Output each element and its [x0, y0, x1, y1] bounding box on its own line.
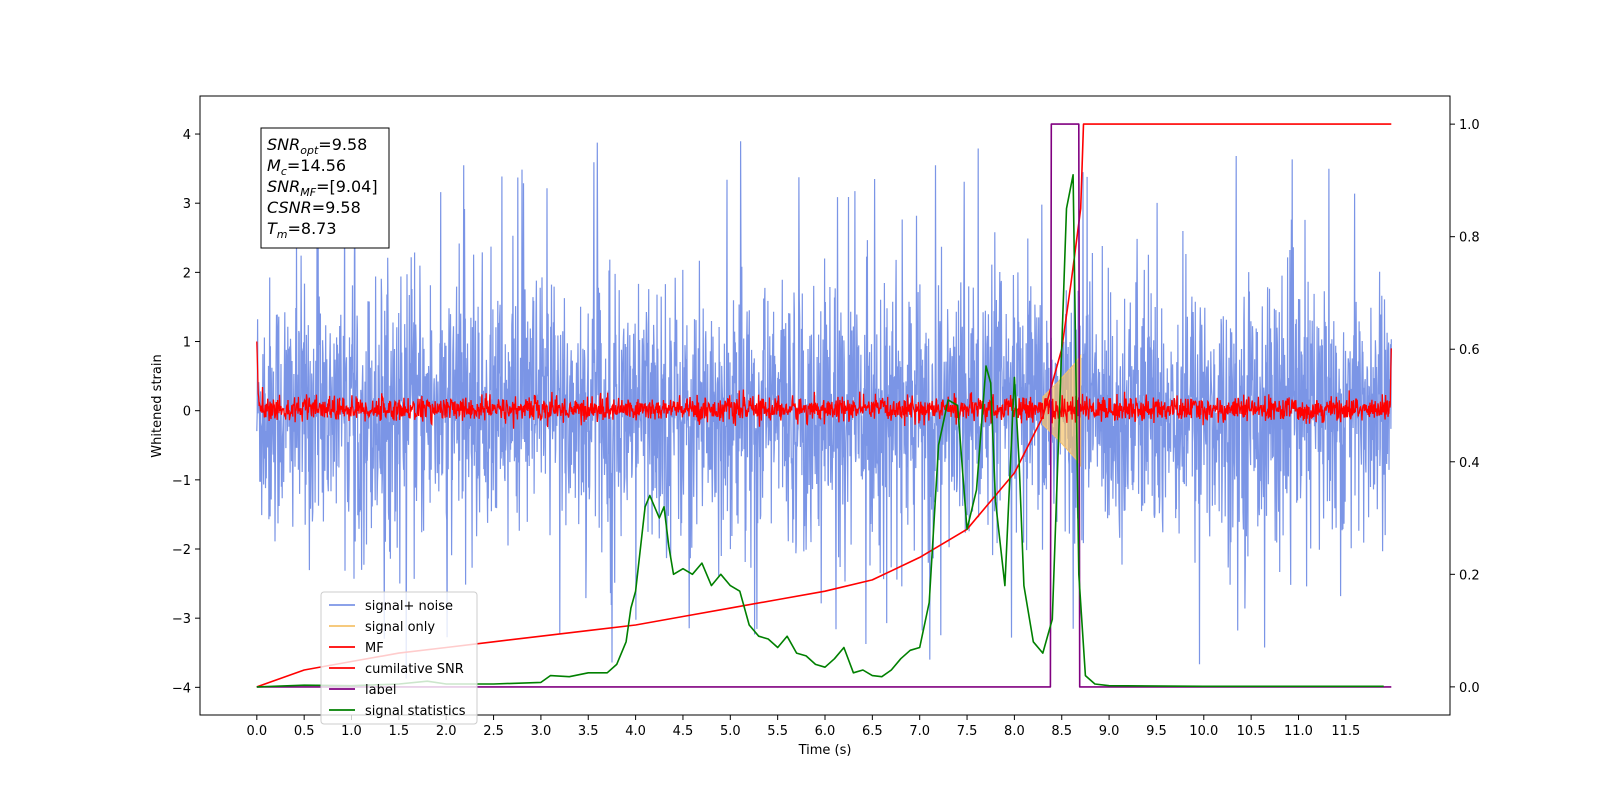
- x-tick-label: 1.0: [341, 724, 362, 739]
- x-tick-label: 10.0: [1189, 724, 1218, 739]
- stats-line: SNRMF=[9.04]: [267, 177, 378, 199]
- x-tick-label: 2.5: [483, 724, 504, 739]
- series-mf: [256, 341, 1392, 429]
- y-left-tick-label: −2: [172, 543, 191, 558]
- x-tick-label: 0.0: [246, 724, 267, 739]
- y-right-tick-label: 0.8: [1459, 231, 1480, 246]
- x-tick-label: 1.5: [389, 724, 410, 739]
- legend-entry: MF: [365, 641, 384, 656]
- x-tick-label: 3.0: [531, 724, 552, 739]
- y-left-tick-label: −3: [172, 612, 191, 627]
- x-tick-label: 0.5: [294, 724, 315, 739]
- x-tick-label: 9.0: [1099, 724, 1120, 739]
- x-axis-label: Time (s): [798, 743, 852, 758]
- stats-line: SNRopt=9.58: [267, 135, 367, 157]
- y-axis-left: 4 3 2 1 0 −1 −2 −3 −4: [172, 128, 200, 696]
- y-left-tick-label: 4: [183, 128, 191, 143]
- series-layer: [256, 123, 1392, 688]
- x-tick-label: 4.0: [625, 724, 646, 739]
- y-right-tick-label: 0.2: [1459, 568, 1480, 583]
- x-tick-label: 5.0: [720, 724, 741, 739]
- stats-box-frame: [260, 127, 390, 249]
- series-label: [256, 123, 1392, 688]
- x-tick-label: 6.5: [862, 724, 883, 739]
- y-left-tick-label: −4: [172, 681, 191, 696]
- y-right-tick-label: 1.0: [1459, 118, 1480, 133]
- y-axis-label: Whitened strain: [150, 354, 165, 457]
- stats-line: Tm=8.73: [267, 219, 337, 241]
- legend-entry: label: [365, 683, 396, 698]
- x-tick-label: 6.0: [815, 724, 836, 739]
- x-tick-label: 2.0: [436, 724, 457, 739]
- y-right-tick-label: 0.0: [1459, 681, 1480, 696]
- x-tick-label: 7.0: [909, 724, 930, 739]
- y-left-tick-label: 0: [183, 405, 191, 420]
- legend-frame: [320, 591, 478, 725]
- x-tick-label: 11.5: [1331, 724, 1360, 739]
- x-tick-label: 3.5: [578, 724, 599, 739]
- x-tick-label: 11.0: [1284, 724, 1313, 739]
- x-tick-label: 8.0: [1004, 724, 1025, 739]
- legend-entry: signal only: [365, 620, 435, 635]
- x-tick-label: 8.5: [1051, 724, 1072, 739]
- x-tick-label: 5.5: [767, 724, 788, 739]
- y-left-tick-label: 1: [183, 336, 191, 351]
- legend: signal+ noise signal only MF cumilative SNR…: [320, 591, 478, 725]
- y-right-tick-label: 0.4: [1459, 456, 1480, 471]
- x-tick-label: 4.5: [673, 724, 694, 739]
- stats-annotation-box: SNRopt=9.58Mc=14.56SNRMF=[9.04]CSNR=9.58…: [260, 127, 390, 249]
- legend-entry: cumilative SNR: [365, 662, 464, 677]
- stats-line: CSNR=9.58: [267, 198, 361, 217]
- stats-line: Mc=14.56: [267, 156, 346, 178]
- legend-entry: signal statistics: [365, 704, 466, 719]
- y-left-tick-label: 3: [183, 197, 191, 212]
- x-tick-label: 7.5: [957, 724, 978, 739]
- legend-entry: signal+ noise: [365, 599, 453, 614]
- y-right-tick-label: 0.6: [1459, 343, 1480, 358]
- x-tick-label: 10.5: [1237, 724, 1266, 739]
- x-tick-label: 9.5: [1146, 724, 1167, 739]
- x-axis: 0.0 0.5 1.0 1.5 2.0 2.5 3.0 3.5 4.0 4.5 5.0 5.5 6.0 6…: [246, 715, 1360, 739]
- y-left-tick-label: 2: [183, 266, 191, 281]
- y-axis-right: 1.0 0.8 0.6 0.4 0.2 0.0: [1450, 118, 1480, 696]
- series-signal-statistics: [256, 174, 1384, 688]
- y-left-tick-label: −1: [172, 474, 191, 489]
